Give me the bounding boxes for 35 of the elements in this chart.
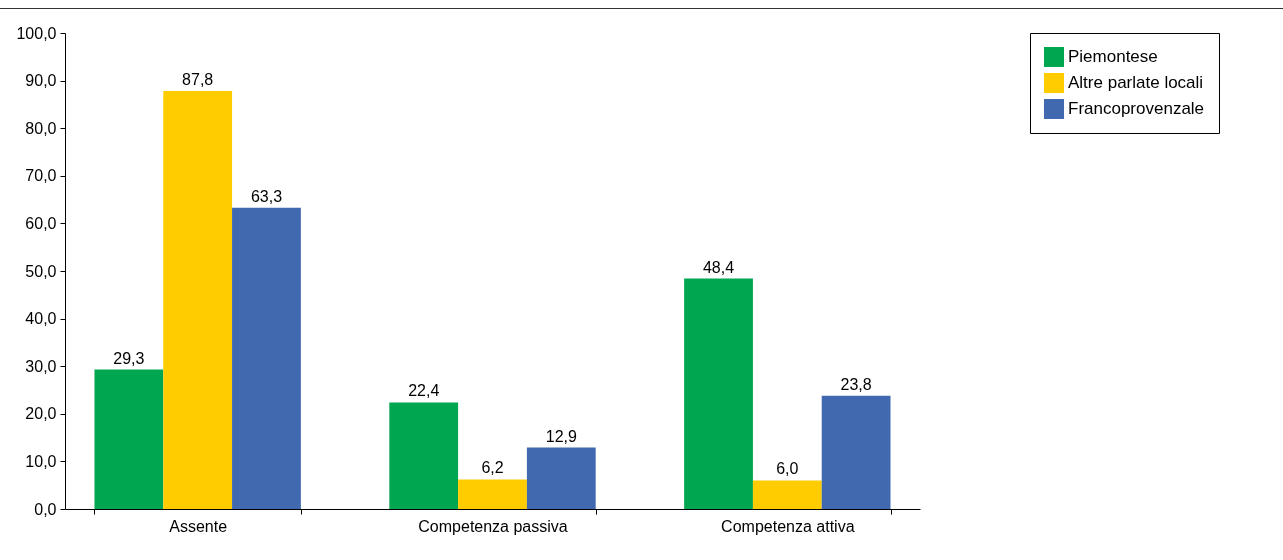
- y-tick-label: 40,0: [25, 310, 57, 328]
- data-label: 23,8: [840, 375, 872, 393]
- y-tick-label: 100,0: [16, 24, 57, 42]
- data-label: 6,2: [481, 459, 504, 477]
- legend-label: Altre parlate locali: [1068, 73, 1204, 92]
- legend-label: Piemontese: [1068, 47, 1158, 66]
- data-label: 29,3: [113, 349, 145, 367]
- data-label: 87,8: [182, 71, 214, 89]
- y-tick-label: 20,0: [25, 405, 57, 423]
- data-label: 12,9: [545, 427, 577, 445]
- data-label: 63,3: [250, 187, 283, 205]
- x-tick-label: Competenza attiva: [721, 517, 855, 535]
- y-tick-label: 70,0: [25, 167, 57, 185]
- bar: [389, 402, 459, 509]
- bar: [526, 447, 596, 509]
- y-tick-label: 10,0: [25, 452, 57, 470]
- bar: [821, 395, 891, 509]
- y-tick-label: 0,0: [34, 500, 57, 518]
- bar: [458, 479, 527, 509]
- y-tick-label: 50,0: [25, 262, 57, 280]
- data-label: 48,4: [702, 258, 735, 276]
- data-label: 22,4: [408, 382, 440, 400]
- y-tick-label: 80,0: [25, 119, 57, 137]
- y-tick-label: 60,0: [25, 214, 57, 232]
- bar: [232, 207, 301, 509]
- data-label: 6,0: [776, 460, 799, 478]
- bar: [163, 91, 233, 509]
- y-tick-label: 90,0: [25, 72, 57, 90]
- legend-label: Francoprovenzale: [1068, 99, 1205, 118]
- y-tick-label: 30,0: [25, 357, 57, 375]
- bar: [752, 480, 822, 509]
- bar: [94, 369, 164, 509]
- x-tick-label: Assente: [169, 517, 228, 535]
- x-tick-label: Competenza passiva: [418, 517, 568, 535]
- bar: [684, 278, 753, 509]
